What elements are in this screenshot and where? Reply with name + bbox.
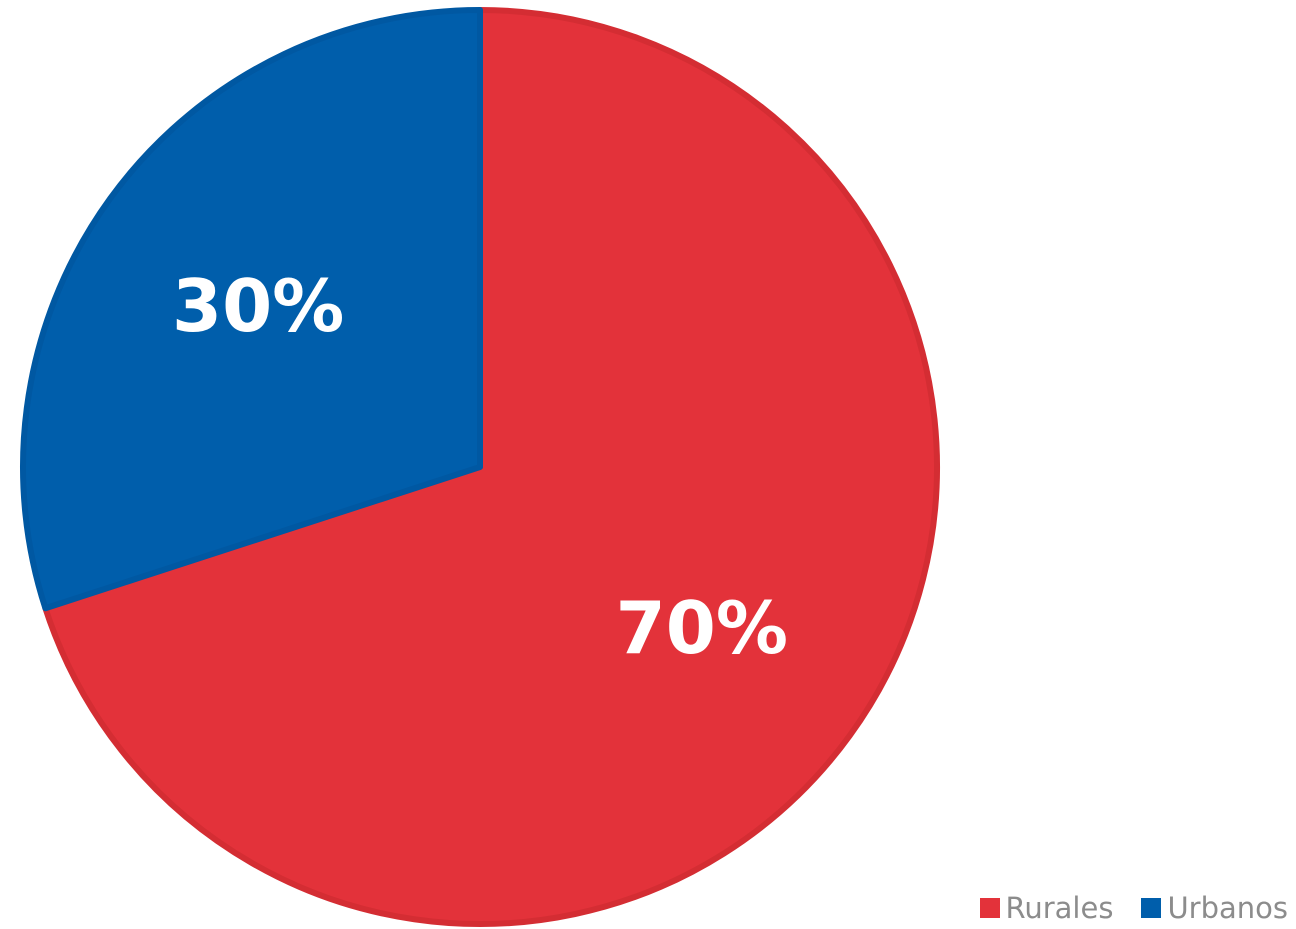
pie-slices	[20, 7, 940, 927]
pie-slice-rurales	[42, 7, 940, 927]
legend-label-urbanos: Urbanos	[1167, 891, 1288, 925]
pie-slice-urbanos	[20, 7, 483, 612]
legend-item-rurales: Rurales	[979, 891, 1114, 925]
pie-data-labels: 70% 30%	[172, 264, 788, 670]
legend-label-rurales: Rurales	[1005, 891, 1114, 925]
legend-swatch-urbanos	[1141, 898, 1162, 918]
data-label-rurales: 70%	[616, 586, 788, 670]
legend-swatch-rurales	[979, 898, 1000, 918]
legend: Rurales Urbanos	[979, 891, 1288, 925]
data-label-urbanos: 30%	[172, 264, 344, 348]
legend-item-urbanos: Urbanos	[1141, 891, 1288, 925]
